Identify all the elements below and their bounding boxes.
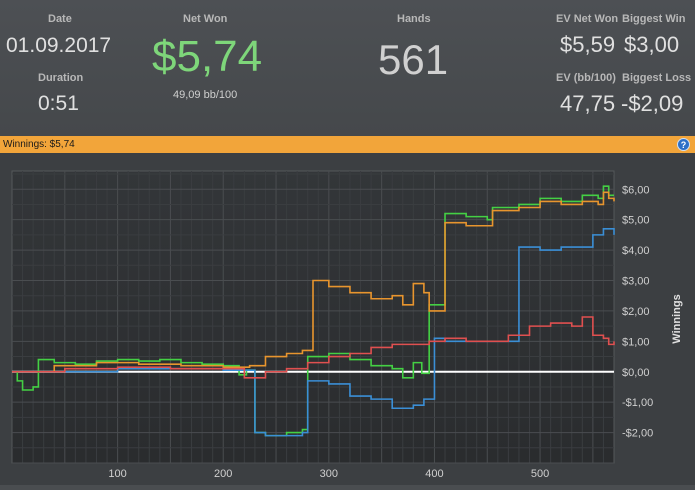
date-value: 01.09.2017 bbox=[6, 34, 112, 57]
y-tick-label: $0,00 bbox=[622, 367, 650, 379]
net-won-value: $5,74 bbox=[152, 32, 263, 81]
y-tick-label: $3,00 bbox=[622, 276, 650, 288]
stats-panel: Date 01.09.2017 Duration 0:51 Net Won $5… bbox=[0, 0, 695, 136]
hands-label: Hands bbox=[397, 13, 431, 25]
biggest-loss-label: Biggest Loss bbox=[622, 72, 692, 84]
x-tick-label: 300 bbox=[320, 468, 338, 480]
biggest-win-value: $3,00 bbox=[624, 32, 680, 57]
winnings-chart-panel: 100 200 300 400 500 $6,00 $5,00 $4,00 $3,00 $2,0… bbox=[0, 153, 695, 485]
series-line-blue bbox=[12, 227, 615, 437]
series-line-orange bbox=[12, 191, 615, 373]
bb-per-100: 49,09 bb/100 bbox=[173, 89, 238, 101]
x-tick-label: 400 bbox=[425, 468, 443, 480]
duration-label: Duration bbox=[38, 72, 84, 84]
y-tick-label: -$2,00 bbox=[622, 428, 653, 440]
x-tick-label: 200 bbox=[214, 468, 232, 480]
biggest-loss-value: -$2,09 bbox=[621, 91, 684, 116]
ev-net-won-value: $5,59 bbox=[560, 32, 616, 57]
date-label: Date bbox=[48, 13, 72, 25]
x-tick-label: 100 bbox=[108, 468, 126, 480]
winnings-label: Winnings: $5,74 bbox=[3, 139, 75, 150]
y-tick-label: -$1,00 bbox=[622, 397, 653, 409]
winnings-status-bar: Winnings: $5,74 ? bbox=[0, 136, 695, 153]
ev-net-won-label: EV Net Won bbox=[556, 13, 619, 25]
y-tick-label: $4,00 bbox=[622, 245, 650, 257]
duration-value: 0:51 bbox=[38, 92, 79, 115]
y-tick-label: $2,00 bbox=[622, 306, 650, 318]
ev-bb-label: EV (bb/100) bbox=[556, 72, 616, 84]
y-axis-ticks: $6,00 $5,00 $4,00 $3,00 $2,00 $1,00 $0,00 -$1,0… bbox=[622, 184, 653, 439]
winnings-chart: 100 200 300 400 500 $6,00 $5,00 $4,00 $3,00 $2,0… bbox=[11, 170, 683, 480]
x-tick-label: 500 bbox=[531, 468, 549, 480]
y-tick-label: $6,00 bbox=[622, 184, 650, 196]
y-axis-label: Winnings bbox=[671, 294, 683, 343]
grid-lines bbox=[12, 171, 614, 464]
ev-bb-value: 47,75 bbox=[560, 91, 616, 116]
series-lines bbox=[12, 185, 615, 437]
hands-value: 561 bbox=[378, 36, 449, 83]
help-icon[interactable]: ? bbox=[677, 138, 690, 151]
net-won-label: Net Won bbox=[183, 13, 228, 25]
y-tick-label: $1,00 bbox=[622, 336, 650, 348]
series-line-red bbox=[12, 316, 615, 379]
x-axis-ticks: 100 200 300 400 500 bbox=[108, 468, 549, 480]
biggest-win-label: Biggest Win bbox=[622, 13, 686, 25]
y-tick-label: $5,00 bbox=[622, 215, 650, 227]
